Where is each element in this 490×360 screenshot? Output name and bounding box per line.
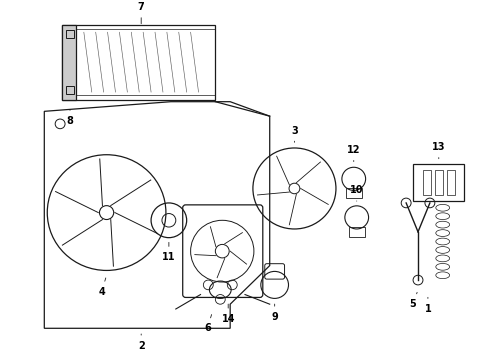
Bar: [447, 170, 455, 195]
Bar: [423, 170, 431, 195]
Text: 4: 4: [98, 278, 106, 297]
Text: 3: 3: [291, 126, 298, 142]
Bar: [62, 24, 76, 100]
Bar: [66, 30, 74, 38]
Text: 8: 8: [67, 110, 74, 126]
Text: 11: 11: [162, 242, 175, 262]
Text: 10: 10: [350, 185, 364, 201]
Bar: [62, 24, 215, 100]
Text: 12: 12: [347, 145, 361, 162]
Text: 14: 14: [221, 304, 235, 324]
Text: 13: 13: [432, 142, 445, 159]
Bar: [413, 165, 465, 201]
Text: 5: 5: [410, 292, 417, 309]
Bar: [435, 170, 443, 195]
Text: 7: 7: [138, 2, 145, 24]
Text: 1: 1: [424, 297, 431, 314]
Text: 6: 6: [204, 315, 212, 333]
Text: 9: 9: [271, 304, 278, 322]
Bar: [346, 189, 362, 198]
Text: 2: 2: [138, 334, 145, 351]
Bar: [349, 227, 365, 237]
Bar: [66, 86, 74, 94]
